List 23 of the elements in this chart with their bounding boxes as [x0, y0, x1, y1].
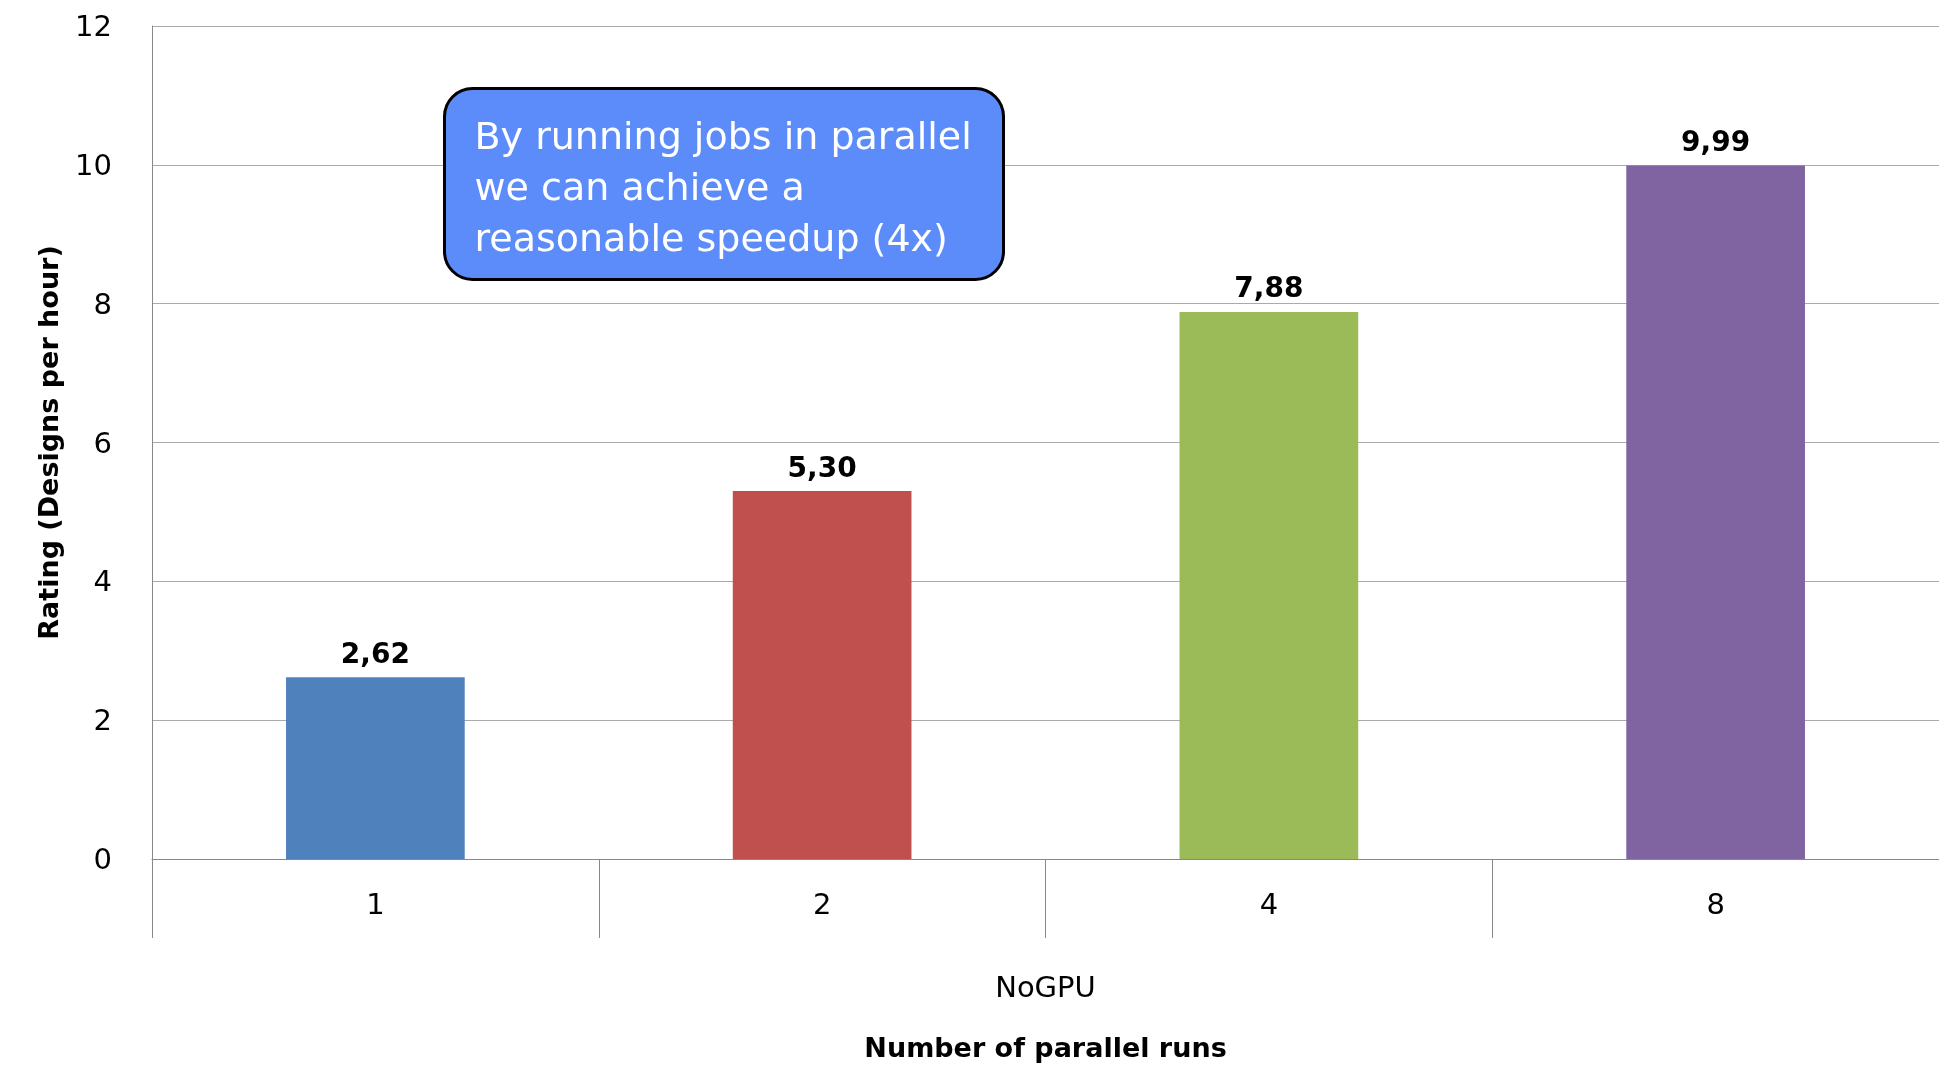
bar [1179, 312, 1359, 859]
y-tick-label: 2 [93, 703, 112, 738]
y-tick-label: 10 [75, 147, 112, 182]
y-tick-label: 6 [93, 425, 112, 460]
annotation: By running jobs in parallel we can achieve a reasonable speedup (4x) [474, 114, 972, 260]
bar [286, 677, 465, 859]
data-label: 9,99 [1681, 125, 1751, 159]
x-tick-label: 8 [1706, 886, 1725, 921]
bar [732, 491, 912, 859]
bar [1626, 165, 1805, 859]
y-tick-label: 8 [93, 286, 112, 321]
x-tick-label: 1 [366, 886, 385, 921]
y-axis-title: Rating (Designs per hour) [33, 245, 64, 640]
data-label: 5,30 [787, 450, 857, 484]
data-label: 2,62 [340, 636, 410, 670]
y-tick-label: 0 [93, 842, 112, 876]
text: NoGPU [995, 969, 1096, 1004]
y-tick-label: 12 [75, 9, 112, 43]
x-tick-label: 2 [812, 886, 832, 921]
x-tick-label: 4 [1259, 886, 1279, 921]
y-tick-label: 4 [93, 564, 112, 599]
data-label: 7,88 [1234, 271, 1304, 305]
x-axis-title: Number of parallel runs [864, 1032, 1227, 1063]
